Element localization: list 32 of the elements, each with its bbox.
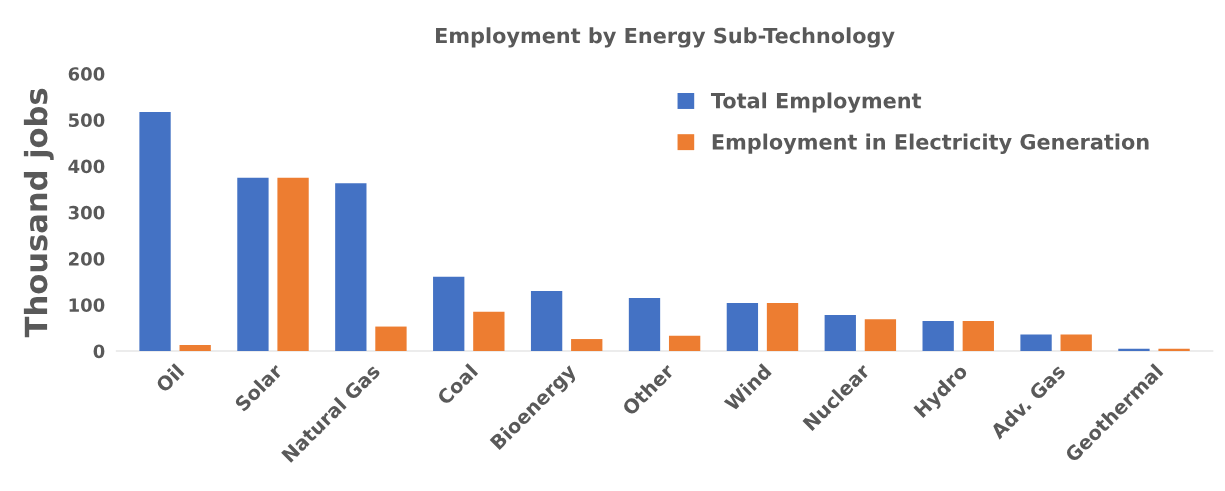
y-tick-label: 300 [68, 205, 105, 220]
bar [433, 276, 465, 352]
bar [179, 345, 211, 352]
chart-title: Employment by Energy Sub-Technology [436, 27, 895, 48]
bar [335, 183, 367, 352]
y-tick-label: 100 [69, 298, 105, 312]
bar [766, 302, 799, 352]
bar [726, 302, 759, 352]
bar [571, 339, 603, 352]
y-tick-label: 400 [68, 159, 105, 174]
bar [1020, 334, 1052, 352]
bar [1060, 334, 1092, 352]
bar [530, 290, 563, 352]
legend-label: Total Employment [710, 92, 922, 113]
bar [139, 112, 171, 352]
bar [962, 321, 994, 352]
bar [473, 311, 505, 352]
bar [237, 177, 269, 352]
bar [375, 326, 407, 352]
y-tick-label: 600 [68, 67, 105, 81]
y-axis-title: Thousand jobs [23, 88, 54, 338]
y-tick-label: 200 [69, 252, 105, 266]
y-tick-label: 0 [93, 344, 105, 359]
bar [864, 319, 897, 352]
y-tick-label: 500 [68, 113, 105, 127]
bar [668, 335, 701, 352]
bar [277, 177, 309, 352]
legend-label: Employment in Electricity Generation [712, 133, 1149, 154]
bar [824, 315, 856, 352]
bar [628, 297, 661, 352]
x-tick-label: Oil [154, 363, 185, 394]
bar [922, 321, 954, 352]
